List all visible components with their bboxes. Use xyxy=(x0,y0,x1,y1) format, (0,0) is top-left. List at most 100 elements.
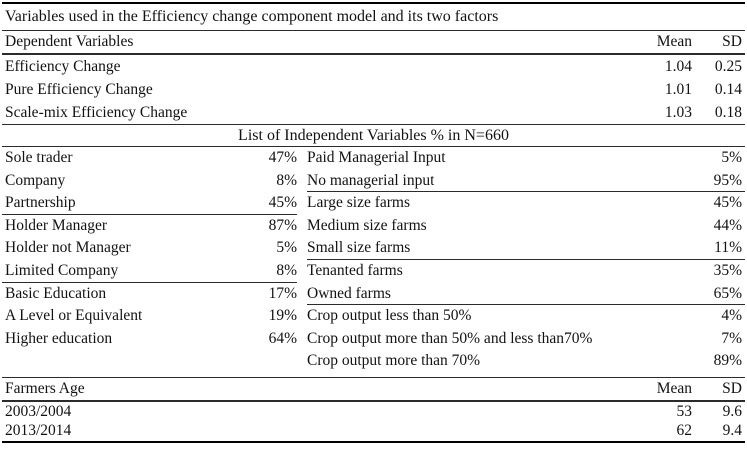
dependent-header-row: Dependent Variables Mean SD xyxy=(2,31,745,55)
left-cell: Limited Company 8% xyxy=(2,260,297,283)
variable-label: Crop output more than 50% and less than7… xyxy=(307,329,593,347)
sd-value: 9.6 xyxy=(722,402,742,420)
variable-label: Small size farms xyxy=(307,239,411,257)
percent-value: 5% xyxy=(276,239,297,257)
table-row: Scale-mix Efficiency Change 1.03 0.18 xyxy=(2,101,745,124)
left-cell: Holder Manager 87% xyxy=(2,215,297,238)
right-cell: Large size farms 45% xyxy=(307,192,745,215)
variable-label: Basic Education xyxy=(5,284,107,302)
left-cell: Company 8% xyxy=(2,170,297,193)
farmers-age-header-row: Farmers Age Mean SD xyxy=(2,378,745,402)
percent-value: 45% xyxy=(713,194,742,212)
right-cell: Crop output less than 50% 4% xyxy=(307,305,745,328)
percent-value: 8% xyxy=(276,261,297,279)
farmers-age-section: Farmers Age Mean SD 2003/2004 53 9.6 201… xyxy=(2,376,745,443)
right-cell: Tenanted farms 35% xyxy=(307,260,745,283)
percent-value: 64% xyxy=(268,329,297,347)
year-label: 2003/2004 xyxy=(5,402,72,420)
percent-value: 11% xyxy=(714,239,742,257)
sd-value: 9.4 xyxy=(722,422,742,440)
mean-column-header: Mean xyxy=(656,33,692,50)
left-cell: A Level or Equivalent 19% xyxy=(2,305,297,328)
percent-value: 5% xyxy=(721,149,742,166)
variable-label: Higher education xyxy=(5,329,113,347)
sd-value: 0.14 xyxy=(714,81,742,98)
table-row: Partnership 45% Large size farms 45% xyxy=(2,192,745,215)
percent-value: 8% xyxy=(276,171,297,189)
variable-label: Paid Managerial Input xyxy=(307,149,446,166)
table-top-rule xyxy=(2,2,745,4)
table-row: Limited Company 8% Tenanted farms 35% xyxy=(2,260,745,283)
table-row: 2003/2004 53 9.6 xyxy=(2,402,745,422)
left-cell: Partnership 45% xyxy=(2,192,297,215)
percent-value: 45% xyxy=(268,194,297,212)
variable-label: Large size farms xyxy=(307,194,410,212)
percent-value: 95% xyxy=(713,171,742,189)
percent-value: 19% xyxy=(268,307,297,325)
dependent-rows: Efficiency Change 1.04 0.25 Pure Efficie… xyxy=(2,55,745,125)
mean-value: 1.04 xyxy=(664,58,692,75)
sd-value: 0.25 xyxy=(714,58,742,75)
variable-label: Crop output more than 70% xyxy=(307,352,481,370)
table-row: A Level or Equivalent 19% Crop output le… xyxy=(2,305,745,328)
percent-value: 87% xyxy=(268,216,297,234)
right-cell: Medium size farms 44% xyxy=(307,215,745,238)
variable-label: Company xyxy=(5,171,66,189)
right-cell: Small size farms 11% xyxy=(307,237,745,260)
independent-section-title: List of Independent Variables % in N=660 xyxy=(2,125,745,147)
right-cell: No managerial input 95% xyxy=(307,170,745,193)
independent-variables-section: Sole trader 47% Paid Managerial Input 5%… xyxy=(2,147,745,373)
right-cell: Crop output more than 50% and less than7… xyxy=(307,328,745,351)
table-row: Higher education 64% Crop output more th… xyxy=(2,328,745,351)
mean-value: 1.01 xyxy=(664,81,692,98)
right-cell: Owned farms 65% xyxy=(307,283,745,306)
table-row: Holder Manager 87% Medium size farms 44% xyxy=(2,215,745,238)
variable-label: Scale-mix Efficiency Change xyxy=(5,104,188,121)
percent-value: 44% xyxy=(713,216,742,234)
table-row: Efficiency Change 1.04 0.25 xyxy=(2,55,745,78)
dependent-header-label: Dependent Variables xyxy=(5,33,134,50)
left-cell: Higher education 64% xyxy=(2,328,297,351)
table-row: Sole trader 47% Paid Managerial Input 5% xyxy=(2,147,745,170)
right-cell: Crop output more than 70% 89% xyxy=(307,350,745,373)
right-cell: Paid Managerial Input 5% xyxy=(307,147,745,170)
variable-label: Sole trader xyxy=(5,149,73,166)
dependent-variables-section: Dependent Variables Mean SD Efficiency C… xyxy=(2,31,745,125)
mean-column-header: Mean xyxy=(656,379,692,397)
mean-value: 53 xyxy=(676,402,693,420)
variable-label: Crop output less than 50% xyxy=(307,307,472,325)
table-row: Basic Education 17% Owned farms 65% xyxy=(2,283,745,306)
table-row: Crop output more than 70% 89% xyxy=(2,350,745,373)
variable-label: Holder Manager xyxy=(5,216,107,234)
table-bottom-rule xyxy=(2,440,745,443)
variable-label: Partnership xyxy=(5,194,76,212)
left-cell: Holder not Manager 5% xyxy=(2,237,297,260)
percent-value: 7% xyxy=(721,329,742,347)
variable-label: No managerial input xyxy=(307,171,435,189)
left-cell: Basic Education 17% xyxy=(2,283,297,306)
percent-value: 65% xyxy=(713,284,742,302)
mean-value: 1.03 xyxy=(664,104,692,121)
left-cell: Sole trader 47% xyxy=(2,147,297,170)
variable-label: Holder not Manager xyxy=(5,239,131,257)
left-cell xyxy=(2,350,297,373)
sd-column-header: SD xyxy=(722,379,742,397)
variable-label: Pure Efficiency Change xyxy=(5,81,153,98)
table-row: Pure Efficiency Change 1.01 0.14 xyxy=(2,78,745,101)
sd-value: 0.18 xyxy=(714,104,742,121)
sd-column-header: SD xyxy=(722,33,742,50)
percent-value: 35% xyxy=(713,261,742,279)
mean-value: 62 xyxy=(676,422,693,440)
percent-value: 47% xyxy=(268,149,297,166)
table-row: 2013/2014 62 9.4 xyxy=(2,421,745,441)
variable-label: Limited Company xyxy=(5,261,119,279)
farmers-age-header-label: Farmers Age xyxy=(5,379,85,397)
percent-value: 4% xyxy=(721,307,742,325)
percent-value: 17% xyxy=(268,284,297,302)
variable-label: Efficiency Change xyxy=(5,58,121,75)
variable-label: Medium size farms xyxy=(307,216,427,234)
variable-label: A Level or Equivalent xyxy=(5,307,143,325)
percent-value: 89% xyxy=(713,352,742,370)
table-title: Variables used in the Efficiency change … xyxy=(2,4,745,31)
